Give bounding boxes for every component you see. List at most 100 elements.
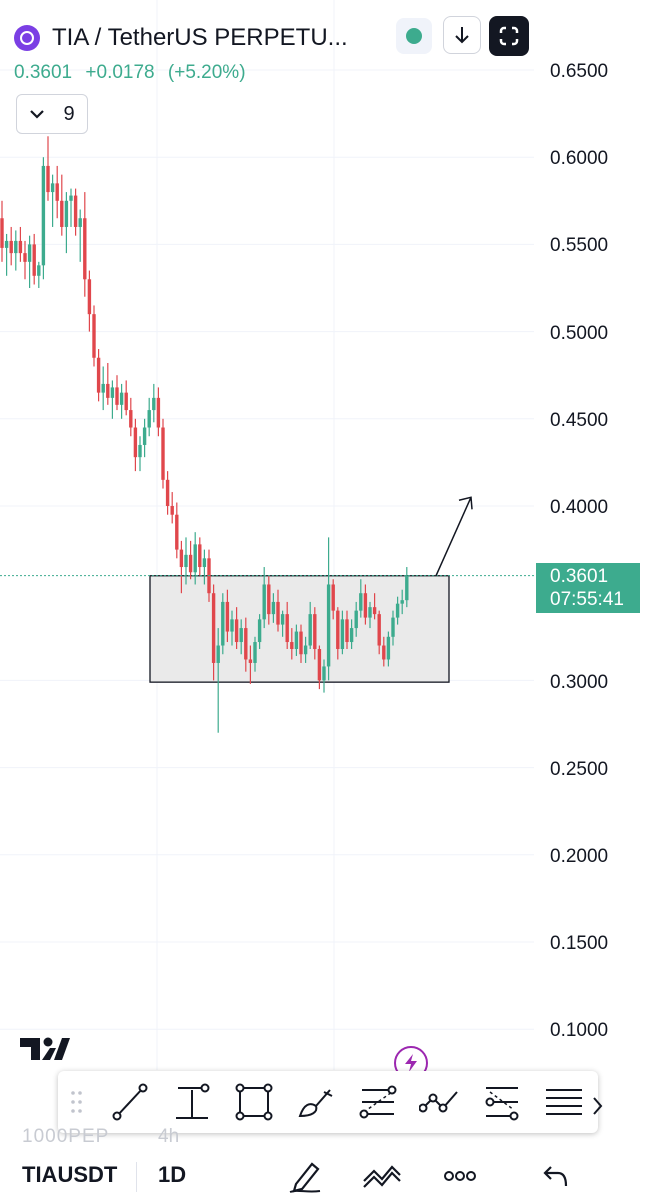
symbol-selector[interactable]: TIAUSDT xyxy=(22,1162,118,1187)
more-dots-icon xyxy=(444,1171,476,1181)
candle xyxy=(101,366,105,411)
candle xyxy=(110,380,115,419)
candle xyxy=(179,540,184,594)
indicators-icon xyxy=(363,1165,401,1188)
candle-body xyxy=(9,240,13,254)
candle xyxy=(386,631,391,667)
candle-body xyxy=(69,195,73,201)
candle-body xyxy=(179,549,184,568)
candle xyxy=(23,240,27,280)
trend-line-tool[interactable] xyxy=(108,1081,152,1123)
candle xyxy=(391,610,395,646)
fixed-range-tool[interactable] xyxy=(170,1081,214,1123)
projection-arrow-drawing[interactable] xyxy=(435,496,472,577)
drawing-tools-button[interactable] xyxy=(285,1156,325,1196)
indicators-toggle-button[interactable]: 9 xyxy=(16,94,88,134)
undo-button[interactable] xyxy=(534,1156,574,1196)
path-tool[interactable] xyxy=(418,1081,462,1123)
candle-body xyxy=(138,444,142,458)
pencil-icon xyxy=(289,1162,321,1193)
brush-icon xyxy=(298,1089,333,1118)
candle xyxy=(60,174,64,236)
tradingview-logo-icon[interactable] xyxy=(20,1036,70,1062)
undo-icon xyxy=(543,1166,568,1187)
candle xyxy=(115,375,119,411)
candle-body xyxy=(368,607,372,618)
price-change-percent: (+5.20%) xyxy=(167,62,246,83)
candle xyxy=(211,584,216,681)
candle-body xyxy=(83,218,87,280)
more-options-button[interactable] xyxy=(440,1156,480,1196)
candle xyxy=(299,624,303,663)
rectangle-tool[interactable] xyxy=(232,1081,276,1123)
candle xyxy=(336,607,340,660)
path-icon xyxy=(419,1091,458,1113)
candle xyxy=(161,418,165,489)
last-price-badge-price: 0.3601 xyxy=(550,566,609,587)
candle-body xyxy=(239,628,243,643)
candle-body xyxy=(188,554,193,573)
bottom-toolbar xyxy=(0,1150,646,1199)
candle xyxy=(285,601,289,650)
fib-retracement-icon xyxy=(359,1085,397,1119)
chart-header: TIA / TetherUS PERPETU... xyxy=(0,0,646,62)
timeframe-selector[interactable]: 1D xyxy=(158,1162,187,1187)
candle xyxy=(368,601,372,629)
candle-body xyxy=(4,240,9,248)
candle xyxy=(405,567,409,608)
price-axis-label: 0.4500 xyxy=(550,410,609,431)
candle-body xyxy=(345,619,349,643)
candle-body xyxy=(372,607,377,615)
scroll-down-button[interactable] xyxy=(443,16,481,54)
candle xyxy=(156,387,161,437)
more-tools[interactable] xyxy=(542,1081,586,1123)
price-axis-label: 0.1500 xyxy=(550,933,609,954)
candle-body xyxy=(161,427,165,480)
candle xyxy=(382,636,386,667)
symbol-title[interactable]: TIA / TetherUS PERPETU... xyxy=(52,24,348,51)
fullscreen-button[interactable] xyxy=(489,16,529,56)
candle xyxy=(257,614,262,650)
candle-body xyxy=(234,619,239,643)
candle-body xyxy=(92,314,96,358)
candle xyxy=(73,188,78,236)
range-rectangle-drawing[interactable] xyxy=(149,575,450,683)
candle-body xyxy=(129,410,133,428)
candle-body xyxy=(73,195,78,227)
candle xyxy=(303,636,308,663)
price-change: +0.0178 xyxy=(85,62,155,83)
candle xyxy=(326,537,331,681)
candle xyxy=(359,579,363,618)
candle-body xyxy=(87,279,92,315)
last-price: 0.3601 xyxy=(14,62,73,83)
parallel-channel-tool[interactable] xyxy=(480,1081,524,1123)
price-axis-label: 0.2500 xyxy=(550,759,609,780)
candle-body xyxy=(202,558,207,568)
brush-tool[interactable] xyxy=(294,1081,338,1123)
candle-body xyxy=(23,253,27,262)
arrow-down-icon xyxy=(455,27,469,44)
market-status-button[interactable] xyxy=(396,18,432,54)
candle xyxy=(198,537,202,576)
candle-body xyxy=(294,631,299,650)
candle-body xyxy=(64,200,69,227)
indicators-button[interactable] xyxy=(362,1156,402,1196)
candle xyxy=(331,579,335,620)
fixed-range-icon xyxy=(176,1083,210,1119)
price-axis-label: 0.2000 xyxy=(550,846,609,867)
candle xyxy=(27,235,32,288)
candle-body xyxy=(165,479,170,506)
drag-handle-icon[interactable] xyxy=(70,1089,84,1115)
candle-body xyxy=(257,619,262,643)
candle-body xyxy=(395,603,400,618)
candle-body xyxy=(271,601,276,615)
chevron-right-icon[interactable] xyxy=(592,1095,604,1117)
fib-retracement-tool[interactable] xyxy=(356,1081,400,1123)
chevron-down-icon xyxy=(30,110,45,119)
candle-body xyxy=(110,387,115,398)
candle xyxy=(4,233,9,276)
candle-body xyxy=(198,544,202,568)
candle xyxy=(349,619,354,650)
